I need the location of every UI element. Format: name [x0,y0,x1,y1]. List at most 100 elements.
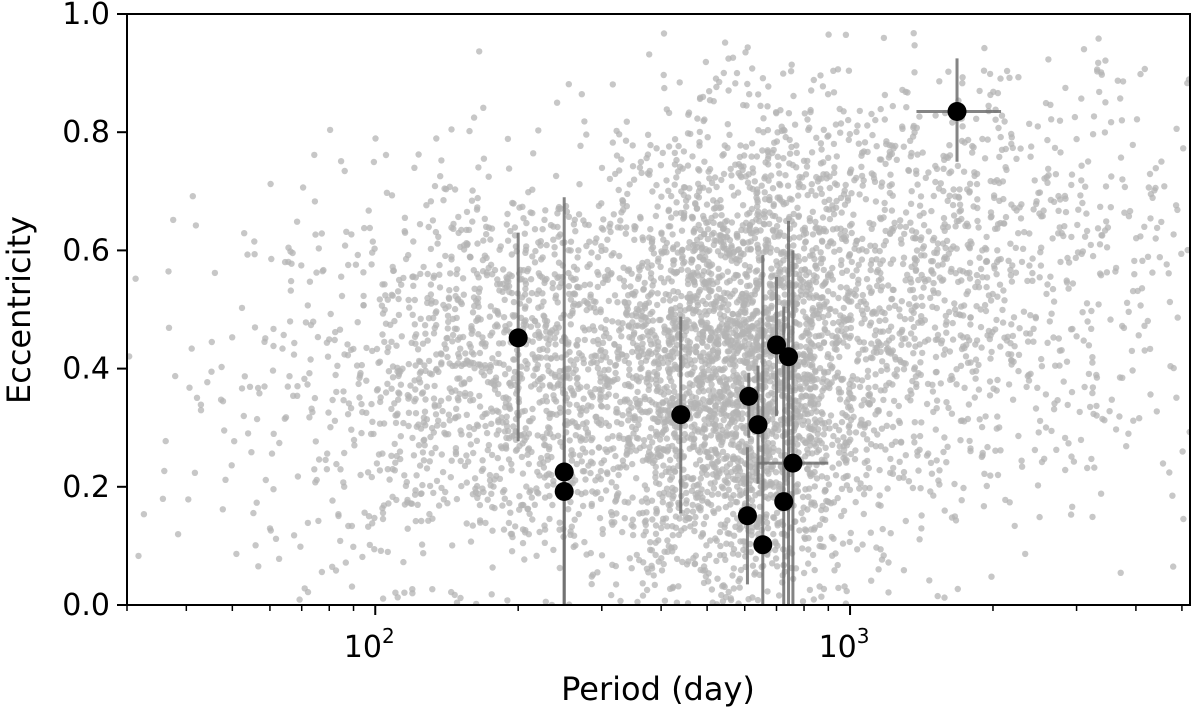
background-point [775,592,783,599]
background-point [459,275,467,282]
background-point [479,485,486,492]
background-point [950,212,958,219]
background-point [735,577,742,585]
background-point [284,383,291,390]
background-point [581,281,588,289]
background-point [749,562,757,569]
background-point [396,448,404,455]
background-point [639,333,646,341]
background-point [437,173,444,180]
background-point [684,280,692,288]
background-point [356,394,363,401]
background-point [646,382,653,389]
background-point [550,236,557,243]
background-point [837,284,844,291]
background-point [671,388,678,395]
background-point [510,423,517,430]
background-point [978,344,985,351]
background-point [685,305,692,312]
background-point [1067,326,1075,333]
background-point [954,585,961,593]
background-point [665,543,672,550]
background-point [388,405,395,413]
background-point [624,190,631,198]
background-point [589,488,596,495]
background-point [604,236,611,243]
background-point [353,362,361,369]
background-point [681,525,688,532]
background-point [658,524,665,532]
background-point [337,158,345,165]
background-point [647,270,655,277]
background-point [250,509,257,517]
background-point [702,58,710,66]
background-point [820,339,828,347]
background-point [597,396,604,404]
background-point [487,236,494,243]
background-point [1029,277,1036,284]
background-point [665,291,673,299]
background-point [460,360,467,368]
background-point [581,538,588,546]
background-point [652,479,660,486]
background-point [885,589,892,596]
background-point [780,155,787,162]
background-point [746,209,753,216]
background-point [772,540,779,547]
background-point [887,323,895,330]
background-point [717,294,724,301]
background-point [531,226,539,233]
background-point [356,372,364,379]
background-point [532,247,539,255]
background-point [379,450,386,457]
background-point [388,385,395,392]
background-point [436,271,443,278]
background-point [531,259,539,266]
background-point [888,181,895,188]
background-point [638,316,645,323]
background-point [911,69,918,76]
background-point [639,234,646,241]
background-point [692,343,699,351]
background-point [461,462,469,470]
background-point [500,314,508,321]
background-point [462,350,469,357]
background-point [771,420,779,428]
background-point [652,428,660,435]
background-point [719,438,726,446]
background-point [689,501,696,509]
background-point [340,397,347,404]
background-point [543,318,551,325]
background-point [896,306,903,313]
background-point [482,422,489,430]
background-point [287,277,295,285]
background-point [900,254,908,261]
background-point [616,327,623,334]
background-point [785,110,793,117]
background-point [453,405,460,412]
background-point [816,583,823,590]
background-point [390,267,397,274]
background-point [1056,117,1064,124]
background-point [688,423,695,430]
background-point [663,485,671,492]
background-point [734,472,742,479]
background-point [411,321,418,328]
background-point [644,328,651,335]
background-point [298,262,305,269]
background-point [945,404,952,412]
background-point [625,323,632,330]
background-point [705,187,713,194]
background-point [437,397,445,404]
background-point [653,145,660,152]
background-point [552,172,560,180]
background-point [469,218,476,225]
background-point [644,131,652,138]
background-point [446,417,453,424]
background-point [523,243,530,250]
background-point [884,366,891,373]
background-point [474,422,482,430]
background-point [389,292,396,299]
background-point [918,313,925,320]
background-point [420,550,427,557]
